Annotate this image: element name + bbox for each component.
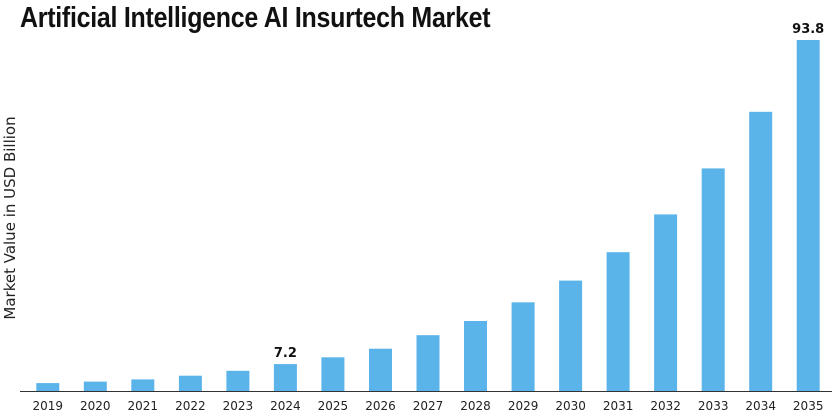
x-tick-label-2025: 2025 xyxy=(318,399,349,413)
bar-2032 xyxy=(654,214,678,391)
bar-2025 xyxy=(321,357,345,391)
x-tick-label-2034: 2034 xyxy=(745,399,776,413)
bar-2029 xyxy=(511,302,535,391)
bar-2024 xyxy=(273,364,297,391)
x-tick-label-2030: 2030 xyxy=(555,399,586,413)
bar-2019 xyxy=(36,383,60,391)
x-tick-label-2035: 2035 xyxy=(793,399,824,413)
bars-layer xyxy=(36,40,820,392)
x-tick-label-2029: 2029 xyxy=(508,399,539,413)
bar-2027 xyxy=(416,335,440,391)
data-label-2035: 93.8 xyxy=(792,22,824,37)
data-label-2024: 7.2 xyxy=(274,346,297,361)
bar-2033 xyxy=(701,168,725,391)
bar-2023 xyxy=(226,370,250,391)
bar-2021 xyxy=(131,379,155,391)
x-tick-label-2020: 2020 xyxy=(80,399,111,413)
bar-2020 xyxy=(83,381,107,391)
x-tick-label-2026: 2026 xyxy=(365,399,396,413)
bar-2035 xyxy=(796,40,820,391)
bar-2028 xyxy=(464,321,487,391)
x-tick-label-2022: 2022 xyxy=(175,399,206,413)
x-tick-label-2033: 2033 xyxy=(698,399,729,413)
x-tick-label-2023: 2023 xyxy=(223,399,254,413)
x-tick-labels: 2019 2020 2021 2022 2023 2024 2025 2026 2027 2028… xyxy=(33,399,824,413)
x-tick-label-2032: 2032 xyxy=(650,399,681,413)
bar-2022 xyxy=(178,375,202,391)
x-tick-label-2031: 2031 xyxy=(603,399,634,413)
x-tick-label-2024: 2024 xyxy=(270,399,301,413)
x-tick-label-2021: 2021 xyxy=(128,399,159,413)
chart-title: Artificial Intelligence AI Insurtech Mar… xyxy=(20,2,491,34)
bar-2026 xyxy=(369,348,392,391)
x-tick-label-2028: 2028 xyxy=(460,399,491,413)
x-tick-label-2019: 2019 xyxy=(33,399,64,413)
bar-2034 xyxy=(749,111,773,392)
bar-2031 xyxy=(606,252,630,391)
x-tick-label-2027: 2027 xyxy=(413,399,444,413)
data-labels: 7.2 93.8 xyxy=(274,22,824,361)
bar-2030 xyxy=(559,280,583,391)
